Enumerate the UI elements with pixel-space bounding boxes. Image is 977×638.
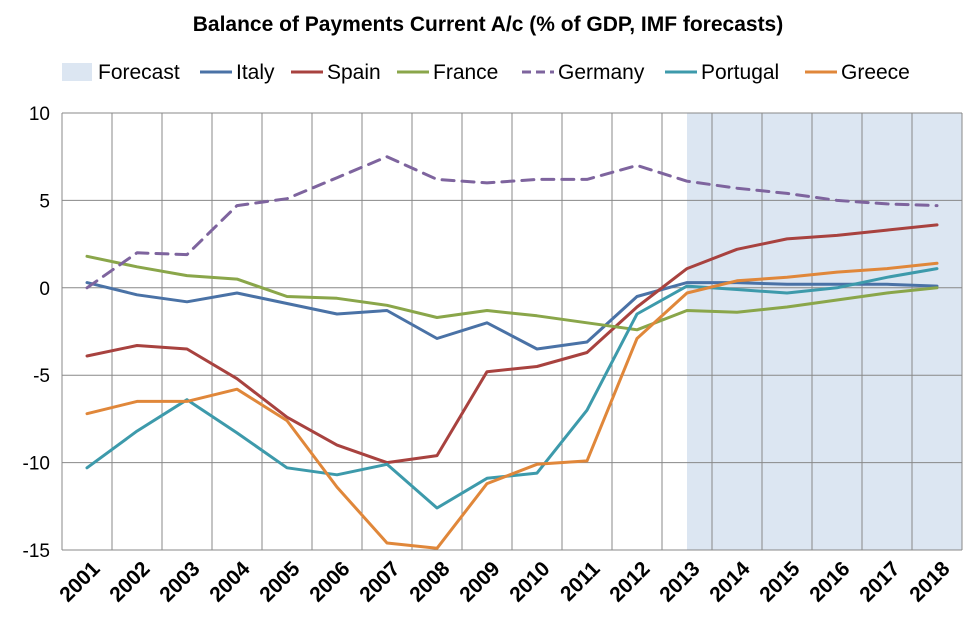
gridlines xyxy=(61,112,963,551)
x-tick-label: 2003 xyxy=(155,557,204,606)
y-tick-label: -10 xyxy=(23,454,50,475)
series-line-spain xyxy=(85,223,939,465)
legend-label-italy: Italy xyxy=(236,61,275,84)
x-tick-label: 2010 xyxy=(505,557,554,606)
legend-label-germany: Germany xyxy=(558,61,645,84)
forecast-region xyxy=(687,113,962,550)
x-tick-label: 2015 xyxy=(755,557,805,607)
x-tick-label: 2014 xyxy=(705,557,755,607)
x-tick-label: 2013 xyxy=(655,557,704,606)
x-tick-label: 2011 xyxy=(556,557,605,606)
x-tick-label: 2002 xyxy=(105,557,154,606)
legend-label-portugal: Portugal xyxy=(701,61,779,84)
legend-swatch-forecast xyxy=(62,63,92,81)
y-axis-ticks: -15 -10 -5 0 5 10 xyxy=(23,104,50,562)
y-tick-label: -15 xyxy=(23,541,50,562)
chart-title: Balance of Payments Current A/c (% of GD… xyxy=(193,13,783,36)
legend-label-france: France xyxy=(433,61,498,84)
forecast-shading xyxy=(687,113,962,550)
y-tick-label: 10 xyxy=(29,104,50,125)
y-tick-label: -5 xyxy=(33,366,50,387)
legend: Forecast Italy Spain France Germany Portugal G… xyxy=(62,61,910,84)
x-tick-label: 2006 xyxy=(305,557,354,606)
series-line-italy xyxy=(85,281,939,351)
series-line-portugal xyxy=(85,267,939,510)
x-tick-label: 2016 xyxy=(805,557,854,606)
x-tick-label: 2001 xyxy=(55,557,105,607)
x-axis-ticks: 2001 2002 2003 2004 2005 2006 2007 2008 2009 2010… xyxy=(55,557,955,607)
legend-label-greece: Greece xyxy=(841,61,910,84)
x-tick-label: 2005 xyxy=(255,557,305,607)
x-tick-label: 2007 xyxy=(355,557,404,606)
x-tick-label: 2008 xyxy=(405,557,455,607)
legend-label-forecast: Forecast xyxy=(98,61,180,84)
x-tick-label: 2017 xyxy=(855,557,904,606)
series-line-germany xyxy=(85,155,939,290)
x-tick-label: 2004 xyxy=(205,557,255,607)
x-tick-label: 2018 xyxy=(905,557,955,607)
x-tick-label: 2012 xyxy=(605,557,654,606)
series-lines xyxy=(85,155,939,550)
series-line-greece xyxy=(85,261,939,550)
x-tick-label: 2009 xyxy=(455,557,504,606)
y-tick-label: 5 xyxy=(39,191,50,212)
series-line-france xyxy=(85,254,939,332)
y-tick-label: 0 xyxy=(39,279,50,300)
legend-label-spain: Spain xyxy=(327,61,381,84)
